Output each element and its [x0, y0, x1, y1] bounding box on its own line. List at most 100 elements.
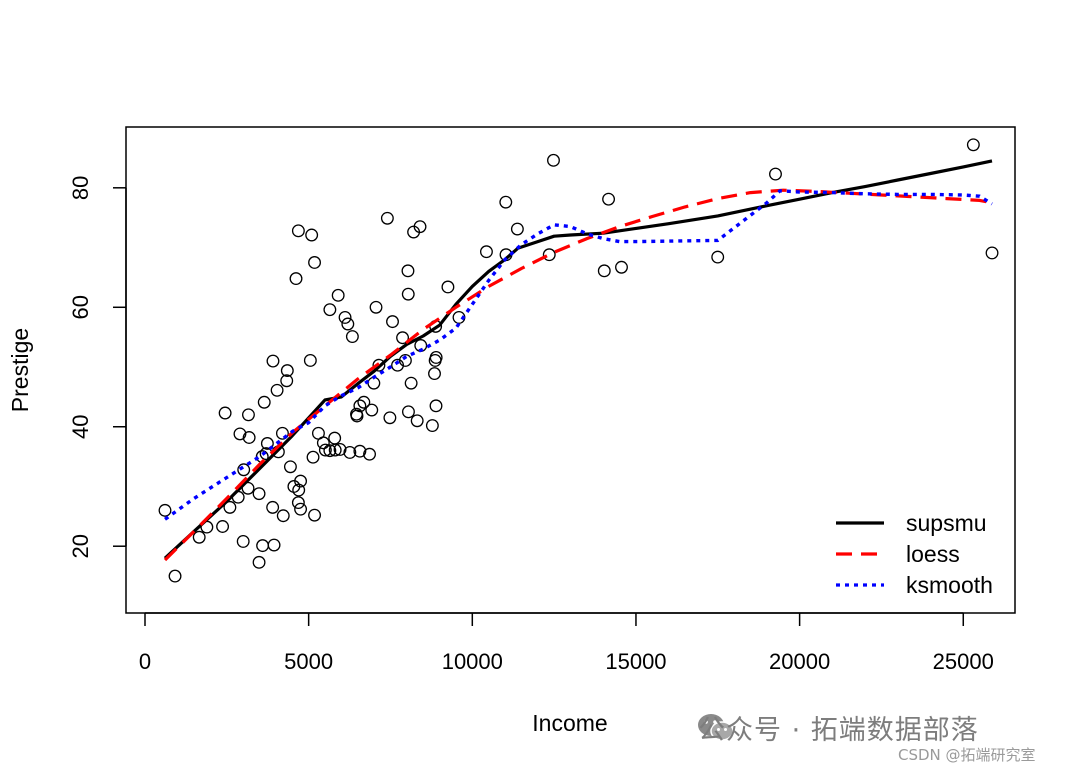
scatter-point [602, 192, 616, 206]
scatter-point [303, 353, 317, 367]
watermark-text: 公众号 · 拓端数据部落 [698, 715, 979, 746]
scatter-point [256, 539, 270, 553]
series-line-ksmooth [164, 189, 993, 521]
scatter-point [404, 376, 418, 390]
scatter-point [291, 224, 305, 238]
scatter-point [252, 487, 266, 501]
scatter-point [380, 211, 394, 225]
scatter-point [429, 351, 443, 364]
scatter-point [597, 264, 611, 278]
scatter-point [401, 287, 415, 301]
scatter-point [292, 483, 306, 497]
scatter-point [542, 248, 556, 262]
scatter-point [711, 250, 725, 264]
scatter-point [985, 246, 999, 260]
scatter-point [242, 431, 256, 444]
scatter-point [294, 502, 308, 516]
scatter-point [216, 520, 230, 533]
scatter-point [343, 445, 357, 459]
scatter-point [441, 280, 455, 294]
scatter-point [345, 330, 359, 343]
legend-label-supsmu: supsmu [906, 510, 987, 536]
series-line-loess [163, 188, 993, 562]
y-axis-title: Prestige [7, 328, 33, 412]
scatter-point [242, 408, 255, 422]
scatter-point [280, 364, 294, 378]
scatter-point [428, 367, 441, 381]
y-tick-label: 20 [68, 534, 93, 558]
x-tick-label: 10000 [442, 649, 503, 674]
scatter-point [260, 437, 274, 450]
x-tick-label: 20000 [769, 649, 830, 674]
scatter-point [966, 138, 980, 152]
scatter-point [410, 414, 424, 428]
y-axis: 20 40 60 80 [68, 176, 127, 558]
scatter-point [398, 353, 412, 367]
x-axis: 0 5000 10000 15000 20000 25000 [139, 612, 994, 674]
scatter-point [223, 500, 237, 514]
legend-label-ksmooth: ksmooth [906, 572, 993, 598]
series-line-supsmu [163, 159, 993, 560]
y-tick-label: 60 [68, 295, 93, 319]
scatter-point [316, 436, 330, 450]
scatter-point [479, 245, 493, 259]
scatter-point [252, 555, 266, 569]
scatter-point [353, 399, 367, 413]
scatter-point [328, 431, 342, 445]
legend: supsmu loess ksmooth [836, 510, 993, 598]
scatter-point [396, 331, 410, 345]
scatter-point [289, 272, 303, 286]
scatter-point [305, 228, 319, 242]
scatter-point [328, 443, 342, 457]
scatter-point [429, 399, 443, 413]
scatter-point [237, 463, 251, 477]
scatter-point [369, 300, 383, 314]
scatter-point [341, 317, 355, 331]
x-tick-label: 5000 [284, 649, 333, 674]
scatter-point [276, 509, 290, 523]
scatter-point [413, 220, 427, 234]
scatter-point [331, 288, 345, 302]
scatter-point [168, 569, 182, 583]
scatter-point [158, 503, 172, 517]
scatter-point [241, 481, 255, 495]
scatter-point [425, 419, 439, 433]
scatter-point [365, 403, 379, 417]
scatter-point [291, 496, 305, 510]
scatter-point [547, 153, 560, 167]
scatter-point [383, 411, 397, 425]
scatter-point [401, 264, 415, 278]
scatter-point [236, 534, 250, 548]
scatter-point [218, 406, 232, 420]
scatter-point [266, 500, 280, 514]
x-axis-title: Income [532, 710, 607, 736]
x-tick-label: 25000 [933, 649, 994, 674]
scatter-point [510, 222, 524, 236]
scatter-point [323, 444, 337, 458]
scatter-point [192, 530, 206, 544]
scatter-point [615, 260, 628, 274]
scatter-point [306, 450, 320, 464]
smoother-lines [163, 159, 993, 562]
scatter-point [270, 383, 284, 397]
scatter-point [318, 443, 332, 457]
scatter-point [323, 303, 337, 317]
scatter-point [372, 358, 386, 372]
scatter-point [294, 474, 308, 488]
scatter-point [280, 374, 294, 388]
watermark-source: CSDN @拓端研究室 [898, 746, 1036, 764]
wechat-icon [698, 714, 734, 741]
scatter-point [257, 395, 271, 409]
scatter-point [333, 442, 347, 456]
scatter-point [308, 508, 321, 522]
y-tick-label: 80 [68, 176, 93, 200]
x-tick-label: 0 [139, 649, 151, 674]
scatter-point [386, 315, 399, 329]
scatter-points [158, 138, 999, 583]
x-tick-label: 15000 [605, 649, 666, 674]
scatter-point [275, 426, 289, 440]
scatter-point [401, 405, 415, 419]
scatter-point [308, 256, 321, 269]
scatter-point [363, 447, 376, 461]
